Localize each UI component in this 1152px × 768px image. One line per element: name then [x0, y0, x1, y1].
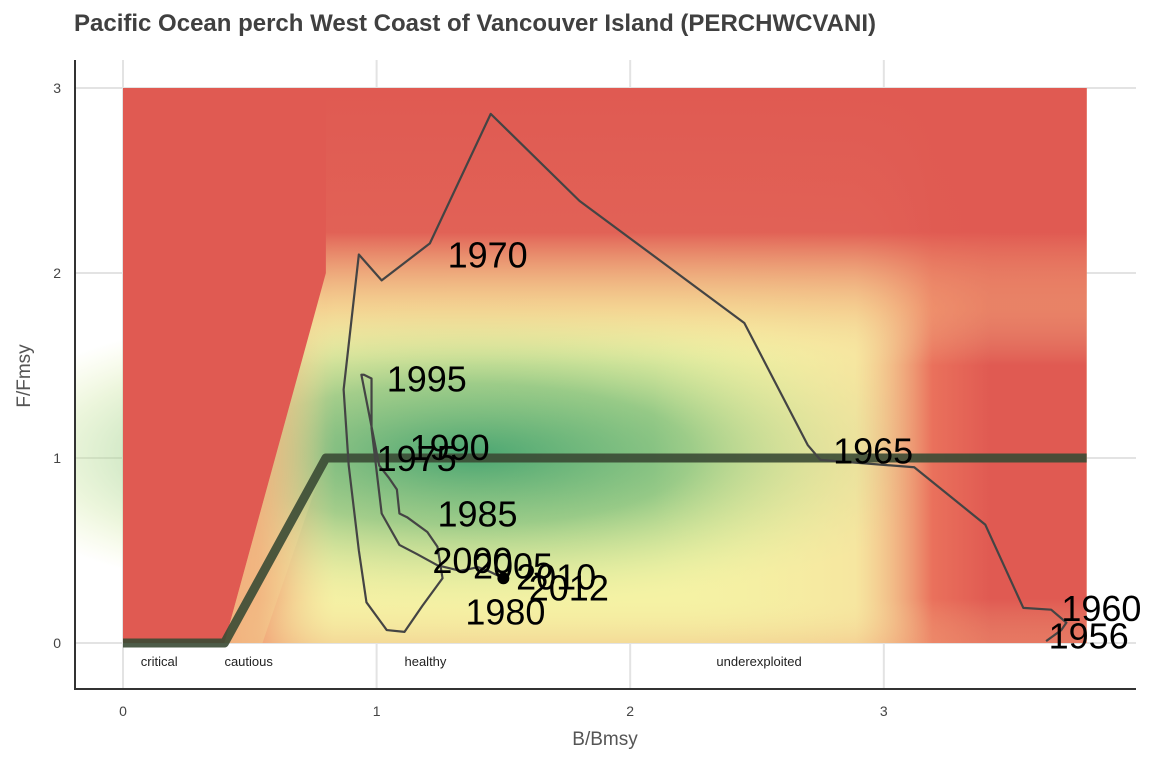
x-tick-label: 0 [119, 703, 127, 719]
year-label: 1995 [387, 358, 467, 399]
harvest-control-rule [123, 453, 1087, 648]
zone-label: underexploited [716, 654, 801, 669]
year-label: 2012 [529, 568, 609, 609]
y-tick-label: 1 [53, 450, 61, 466]
axes [74, 60, 1136, 690]
year-label: 1965 [833, 431, 913, 472]
hcr-line [123, 453, 1087, 648]
current-status-point [497, 572, 510, 585]
chart-title: Pacific Ocean perch West Coast of Vancou… [74, 10, 876, 37]
year-label: 2005 [473, 545, 553, 586]
year-label: 1990 [410, 427, 490, 468]
zone-labels: critical cautious healthy underexploited [141, 654, 802, 669]
x-tick-label: 1 [373, 703, 381, 719]
year-label: 2010 [516, 556, 596, 597]
x-tick-label: 3 [880, 703, 888, 719]
x-axis-title: B/Bmsy [572, 729, 638, 750]
zone-label: critical [141, 654, 178, 669]
critical-zone [123, 88, 326, 643]
y-tick-label: 0 [53, 635, 61, 651]
year-label: 1975 [377, 438, 457, 479]
year-label: 1970 [448, 235, 528, 276]
year-label: 1960 [1061, 588, 1141, 629]
year-label: 2000 [432, 540, 512, 581]
year-label: 1980 [465, 592, 545, 633]
year-label: 1956 [1049, 616, 1129, 657]
y-axis-title: F/Fmsy [14, 344, 35, 408]
cautious-zone [224, 273, 326, 643]
zone-label: healthy [404, 654, 446, 669]
y-tick-label: 3 [53, 80, 61, 96]
y-tick-label: 2 [53, 265, 61, 281]
status-zones-background [75, 88, 1087, 643]
zone-label: cautious [224, 654, 273, 669]
year-label: 1985 [437, 494, 517, 535]
tick-labels: 0 1 2 3 0 1 2 3 [53, 80, 888, 719]
stock-trajectory [342, 112, 1068, 643]
x-tick-label: 2 [626, 703, 634, 719]
trajectory-line [342, 112, 1068, 643]
